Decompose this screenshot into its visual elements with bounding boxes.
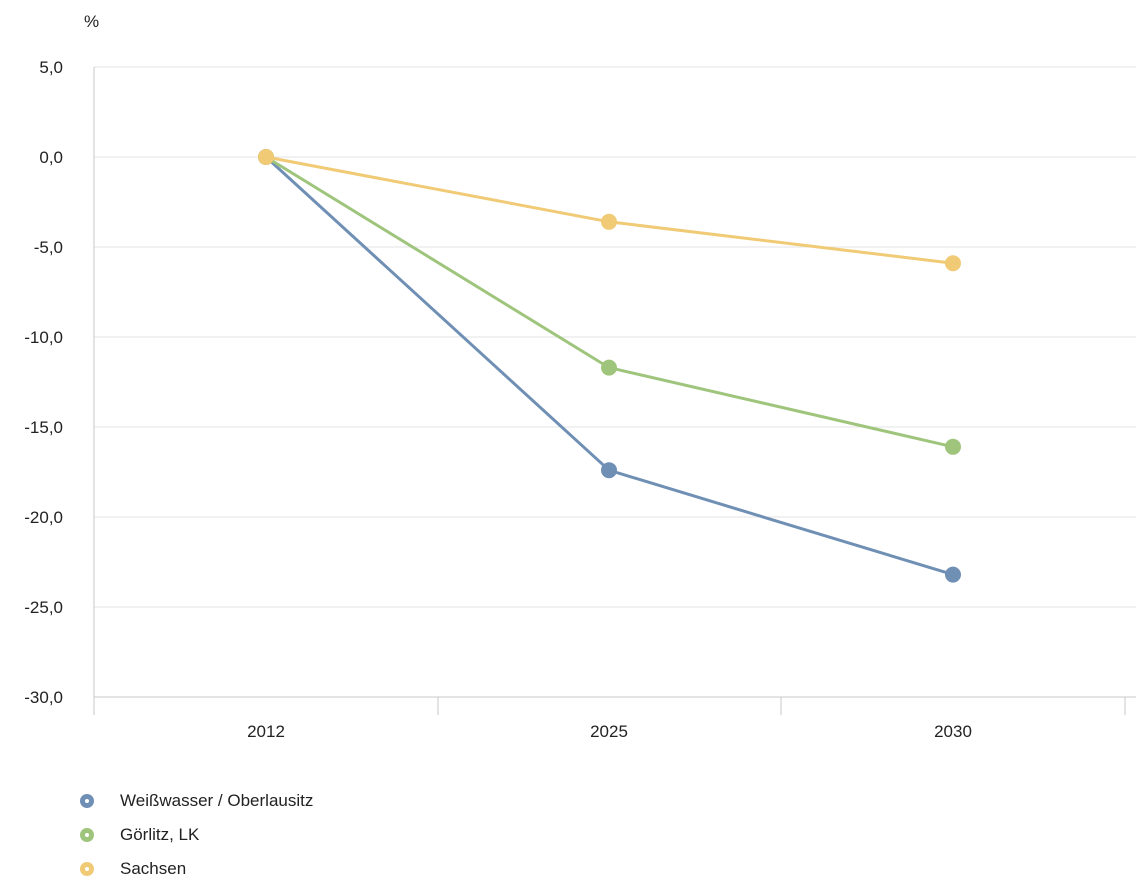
legend-marker-icon <box>80 862 94 876</box>
y-tick-label: -10,0 <box>24 328 63 347</box>
legend: Weißwasser / Oberlausitz Görlitz, LK Sachs… <box>80 784 313 886</box>
y-tick-label: -20,0 <box>24 508 63 527</box>
y-axis: 5,0 0,0 -5,0 -10,0 -15,0 -20,0 -25,0 -30,0 <box>24 58 95 715</box>
line-chart: % 5,0 0,0 -5,0 -10,0 -15,0 -20,0 -25,0 -30,0 20… <box>24 12 1136 741</box>
legend-label: Weißwasser / Oberlausitz <box>120 791 314 810</box>
y-axis-unit-label: % <box>84 12 99 31</box>
y-tick-label: -5,0 <box>34 238 63 257</box>
y-tick-label: 5,0 <box>39 58 63 77</box>
data-point[interactable] <box>945 566 961 583</box>
y-tick-label: -15,0 <box>24 418 63 437</box>
x-tick-label: 2030 <box>934 722 972 741</box>
series-1 <box>258 149 961 455</box>
legend-item[interactable]: Görlitz, LK <box>80 818 313 852</box>
data-point[interactable] <box>601 213 617 230</box>
data-point[interactable] <box>945 438 961 455</box>
series-2 <box>258 149 961 272</box>
data-point[interactable] <box>258 149 274 165</box>
series-group <box>258 149 961 583</box>
series-line <box>264 155 955 449</box>
y-tick-label: -30,0 <box>24 688 63 707</box>
legend-item[interactable]: Sachsen <box>80 852 313 886</box>
data-point[interactable] <box>945 255 961 272</box>
legend-label: Sachsen <box>120 859 187 878</box>
y-tick-label: -25,0 <box>24 598 63 617</box>
legend-label: Görlitz, LK <box>120 825 200 844</box>
legend-marker-icon <box>80 794 94 808</box>
data-point[interactable] <box>601 462 617 479</box>
gridlines <box>94 66 1136 698</box>
data-point[interactable] <box>601 359 617 376</box>
legend-marker-icon <box>80 828 94 842</box>
legend-item[interactable]: Weißwasser / Oberlausitz <box>80 784 313 818</box>
x-axis: 2012 2025 2030 <box>93 697 1126 741</box>
y-tick-label: 0,0 <box>39 148 63 167</box>
x-tick-label: 2025 <box>590 722 628 741</box>
x-tick-label: 2012 <box>247 722 285 741</box>
